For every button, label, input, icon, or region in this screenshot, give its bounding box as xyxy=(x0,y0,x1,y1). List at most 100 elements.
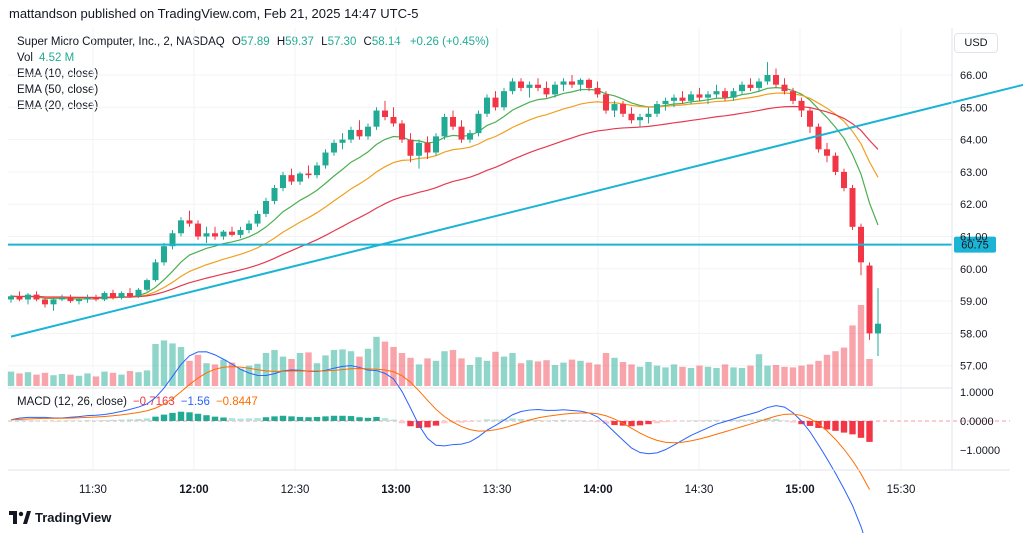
candle-body xyxy=(832,155,839,172)
ema50-legend[interactable]: EMA (50, close) xyxy=(17,84,99,96)
macd-hist-bar xyxy=(407,421,414,427)
macd-hist-bar xyxy=(203,415,210,421)
volume-bar xyxy=(101,371,108,386)
tradingview-footer[interactable]: TradingView xyxy=(9,510,111,525)
volume-bar xyxy=(364,348,372,386)
macd-hist-bar xyxy=(364,417,372,421)
macd-hist-bar xyxy=(806,421,814,426)
macd-hist-bar xyxy=(849,421,856,435)
volume-bar xyxy=(517,363,525,386)
candle-body xyxy=(67,297,74,302)
candle-body xyxy=(543,87,550,95)
volume-bar xyxy=(679,366,686,386)
candle-body xyxy=(331,142,337,153)
candle-body xyxy=(441,116,448,137)
volume-bar xyxy=(92,376,100,386)
volume-bar xyxy=(58,374,66,386)
volume-legend-row[interactable]: Vol 4.52 M xyxy=(17,50,489,66)
volume-bar xyxy=(560,362,567,386)
candle-body xyxy=(458,126,465,140)
candle-body xyxy=(450,116,456,127)
volume-bar xyxy=(398,353,406,386)
time-tick-label: 14:30 xyxy=(685,484,714,496)
candle-body xyxy=(475,113,482,134)
macd-hist-bar xyxy=(798,421,805,425)
macd-hist-bar xyxy=(7,420,15,422)
ema10-legend[interactable]: EMA (10, close) xyxy=(17,68,99,80)
candles[interactable] xyxy=(8,62,881,357)
volume-bar xyxy=(789,367,797,386)
macd-hist-bar xyxy=(466,421,474,422)
drawing-overlays[interactable]: 60.75 xyxy=(8,43,1023,338)
volume-bar xyxy=(483,360,491,386)
price-tick-label: 60.00 xyxy=(960,264,988,276)
volume-bar xyxy=(203,363,210,386)
symbol-ohlc-row[interactable]: Super Micro Computer, Inc., 2, NASDAQ O5… xyxy=(17,34,489,50)
macd-hist-bar xyxy=(823,421,831,430)
volume-bar xyxy=(177,347,185,386)
candle-body xyxy=(569,81,575,85)
volume-bar xyxy=(611,357,618,386)
volume-bar xyxy=(704,366,712,386)
candle-body xyxy=(535,84,541,88)
macd-hist-bar xyxy=(424,421,431,428)
candle-body xyxy=(637,116,643,121)
macd-hist-bar xyxy=(772,418,780,421)
candle-body xyxy=(50,299,57,305)
macd-hist-bar xyxy=(441,421,448,424)
macd-hist-bar xyxy=(577,420,584,422)
macd-hist-bar xyxy=(109,419,117,421)
volume-bar xyxy=(764,365,771,386)
macd-hist-bar xyxy=(738,419,746,421)
volume-bar xyxy=(211,364,219,386)
candle-body xyxy=(212,233,218,237)
macd-hist-bar xyxy=(143,418,151,421)
volume-bar xyxy=(602,353,610,386)
candle-body xyxy=(433,136,439,153)
volume-bar xyxy=(653,365,661,386)
macd-hist-bar xyxy=(602,421,610,424)
volume-bar xyxy=(75,375,83,386)
candle-body xyxy=(365,126,371,137)
macd-hist-bar xyxy=(330,415,338,421)
volume-bar xyxy=(823,354,831,386)
currency-button[interactable]: USD xyxy=(954,33,998,53)
candle-body xyxy=(747,84,754,88)
candle-body xyxy=(773,75,779,85)
volume-bar xyxy=(730,367,737,386)
macd-hist-bar xyxy=(721,420,729,421)
macd-hist-bar xyxy=(713,419,720,421)
macd-hist-bar xyxy=(254,418,261,421)
volume-bar xyxy=(619,362,627,386)
candle-body xyxy=(730,91,737,98)
macd-hist-bar xyxy=(313,416,321,421)
symbol-title[interactable]: Super Micro Computer, Inc., 2, NASDAQ xyxy=(17,36,225,48)
candle-body xyxy=(16,296,23,300)
candle-body xyxy=(93,297,99,300)
volume-bar xyxy=(696,365,703,386)
candle-body xyxy=(314,165,320,176)
macd-pane[interactable] xyxy=(7,351,1010,533)
high-label: H xyxy=(276,36,286,48)
volume-bar xyxy=(381,341,389,386)
macd-hist-bar xyxy=(211,416,219,421)
macd-hist-bar xyxy=(322,416,329,421)
candle-body xyxy=(866,265,873,334)
volume-bar xyxy=(194,354,202,386)
macd-label: MACD (12, 26, close) xyxy=(17,396,127,408)
volume-bar xyxy=(645,362,652,386)
ema20-legend[interactable]: EMA (20, close) xyxy=(17,100,99,112)
volume-bar xyxy=(220,359,227,386)
candle-body xyxy=(781,84,788,92)
price-tick-label: 65.00 xyxy=(960,102,988,114)
macd-hist-bar xyxy=(16,420,23,421)
macd-hist-bar xyxy=(41,420,49,422)
candle-body xyxy=(577,79,584,85)
volume-bar xyxy=(534,361,542,386)
candle-body xyxy=(42,299,48,305)
candle-body xyxy=(305,173,312,176)
candle-body xyxy=(518,81,524,88)
volume-bar xyxy=(849,325,856,386)
candle-body xyxy=(875,323,881,334)
